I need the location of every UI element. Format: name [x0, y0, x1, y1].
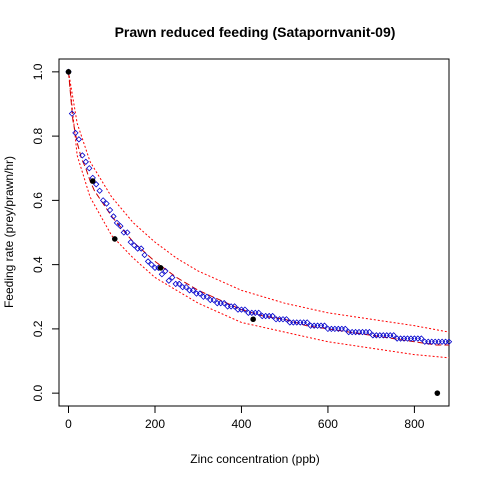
simulated-point [376, 332, 383, 339]
simulated-point [148, 261, 155, 268]
simulated-point [176, 280, 183, 288]
simulated-point [165, 277, 172, 284]
simulated-point [127, 238, 134, 246]
y-tick-label: 0.2 [31, 320, 45, 337]
simulated-point [86, 165, 93, 172]
simulated-point [158, 271, 166, 278]
y-tick-label: 0.0 [31, 384, 45, 401]
fit-curve [68, 71, 449, 346]
simulated-point [144, 258, 152, 265]
simulated-point [106, 206, 114, 214]
simulated-point [342, 325, 349, 333]
simulated-point [390, 332, 397, 339]
simulated-point [203, 293, 211, 300]
observed-points [65, 69, 441, 396]
simulated-point [131, 242, 138, 249]
simulated-point [442, 338, 449, 345]
observed-point [157, 265, 164, 271]
fit-curve-line [68, 71, 449, 346]
simulated-point [366, 328, 373, 336]
simulated-point [221, 300, 228, 307]
simulated-point [321, 322, 328, 329]
simulated-point [445, 338, 453, 345]
simulated-point [162, 267, 169, 275]
y-tick-label: 0.8 [31, 127, 45, 144]
simulated-point [418, 335, 425, 342]
simulated-point [438, 338, 446, 345]
simulated-point [68, 110, 76, 117]
simulated-point [283, 316, 290, 323]
x-axis-label: Zinc concentration (ppb) [190, 452, 319, 466]
y-tick-label: 0.6 [31, 192, 45, 209]
simulated-point [407, 335, 415, 342]
simulated-point [387, 332, 394, 339]
simulated-point [82, 158, 89, 165]
simulated-point [75, 136, 83, 143]
observed-point [111, 236, 118, 242]
simulated-point [124, 229, 131, 236]
x-tick-label: 600 [318, 417, 338, 431]
simulated-point [414, 335, 422, 342]
simulated-point [265, 312, 273, 320]
simulated-point [79, 152, 86, 159]
simulated-points [65, 68, 453, 345]
band-upper-line [68, 71, 450, 333]
simulated-point [331, 325, 339, 333]
simulated-point [117, 222, 124, 230]
band-lower-line [68, 71, 450, 359]
observed-point [250, 316, 256, 323]
simulated-point [110, 213, 117, 220]
simulated-point [241, 306, 249, 313]
observed-point [89, 178, 96, 184]
simulated-point [411, 335, 418, 342]
simulated-point [96, 187, 103, 194]
simulated-point [210, 296, 217, 304]
x-tick-label: 400 [231, 417, 251, 431]
x-tick-label: 0 [65, 417, 72, 431]
plot-frame [58, 58, 450, 407]
simulated-point [182, 283, 190, 291]
y-axis-label: Feeding rate (prey/prawn/hr) [2, 156, 16, 308]
simulated-point [196, 290, 204, 297]
simulated-point [269, 312, 276, 320]
simulated-point [169, 274, 176, 281]
x-tick-label: 200 [145, 417, 165, 431]
simulated-point [103, 200, 110, 207]
simulated-point [352, 328, 359, 336]
simulated-point [255, 309, 262, 316]
simulated-point [141, 251, 148, 259]
simulated-point [362, 328, 370, 336]
simulated-point [72, 129, 79, 137]
y-tick-label: 1.0 [31, 63, 45, 80]
simulated-point [231, 303, 238, 310]
observed-point [65, 69, 72, 75]
simulated-point [113, 219, 121, 227]
simulated-point [99, 197, 107, 204]
simulated-point [93, 181, 100, 188]
simulated-point [137, 245, 145, 252]
y-axis: 0.0 0.2 0.4 0.6 0.8 1.0 [31, 63, 59, 401]
simulated-point [189, 287, 197, 294]
simulated-point [435, 338, 442, 345]
simulated-point [431, 338, 439, 345]
confidence-band [68, 71, 450, 359]
x-axis: 0 200 400 600 800 [65, 406, 425, 431]
simulated-point [172, 280, 179, 288]
simulated-point [217, 300, 224, 307]
y-tick-label: 0.4 [31, 256, 45, 273]
observed-point [434, 390, 441, 396]
chart-title: Prawn reduced feeding (Satapornvanit-09) [115, 24, 396, 40]
simulated-point [304, 319, 311, 326]
simulated-point [300, 319, 307, 326]
x-tick-label: 800 [404, 417, 424, 431]
